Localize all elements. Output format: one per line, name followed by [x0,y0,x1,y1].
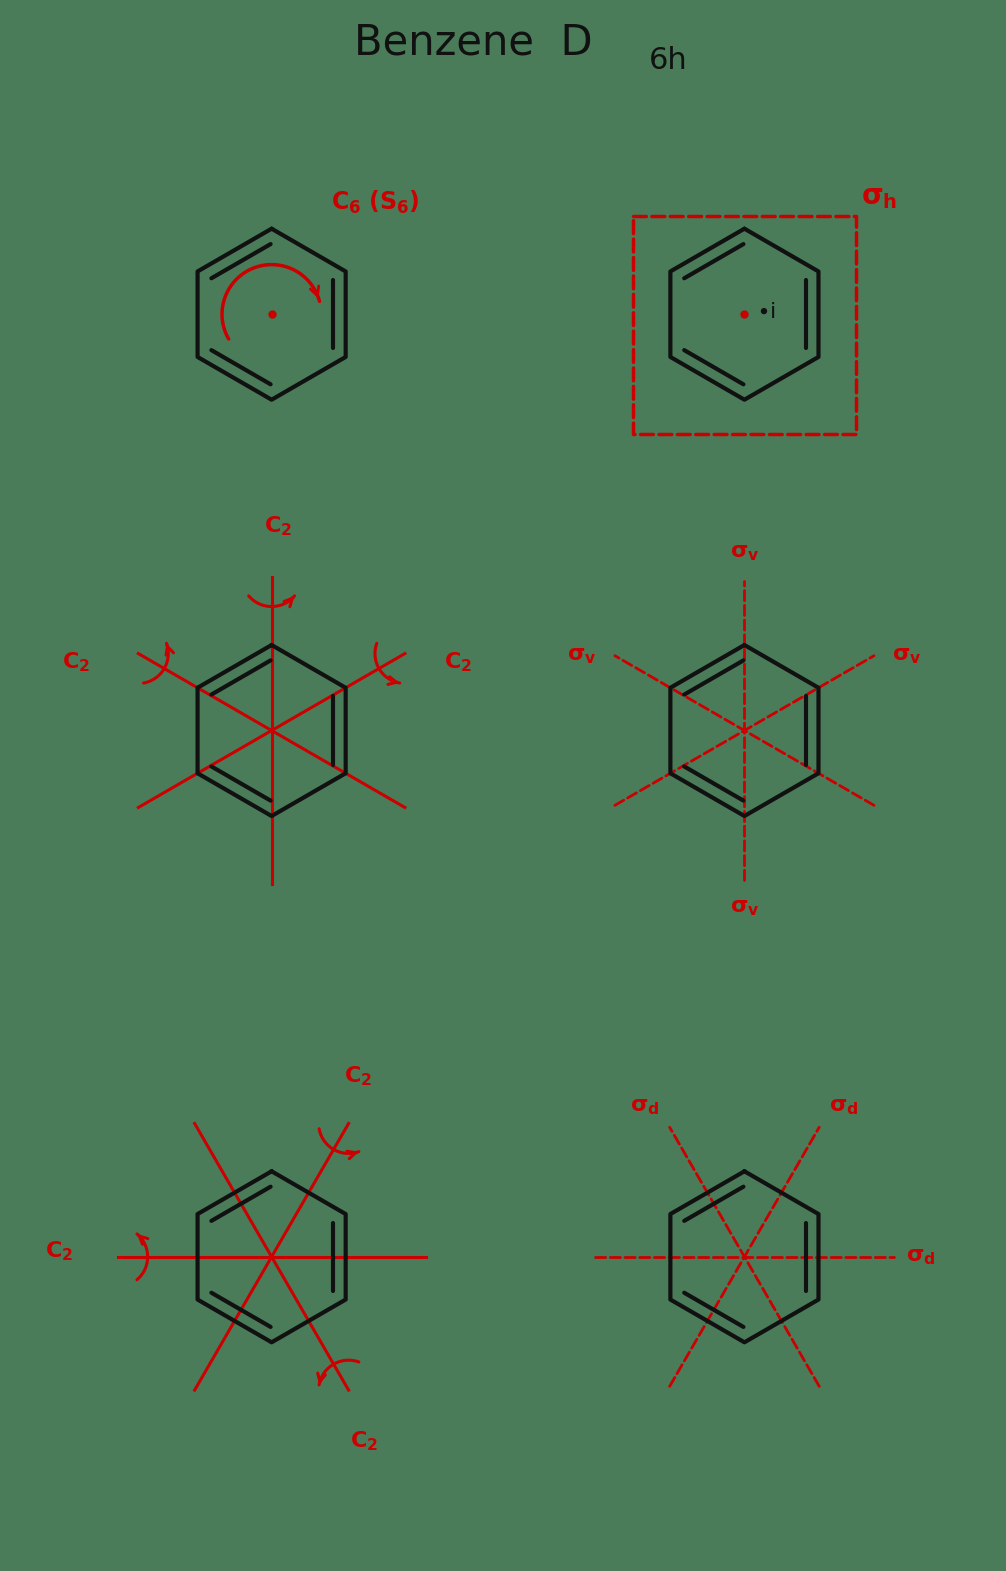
Text: $\mathbf{C_2}$: $\mathbf{C_2}$ [343,1064,371,1087]
Text: $\mathbf{\sigma_h}$: $\mathbf{\sigma_h}$ [860,182,897,211]
Text: $\bullet$i: $\bullet$i [757,302,777,322]
Text: $\mathbf{C_2}$: $\mathbf{C_2}$ [62,650,91,674]
Text: $\mathbf{\sigma_v}$: $\mathbf{\sigma_v}$ [892,646,921,666]
Text: $\mathbf{\sigma_d}$: $\mathbf{\sigma_d}$ [630,1097,660,1117]
Text: $\mathbf{C_2}$: $\mathbf{C_2}$ [264,514,292,537]
Text: $\mathbf{\sigma_v}$: $\mathbf{\sigma_v}$ [729,544,760,562]
Text: $\mathbf{C_2}$: $\mathbf{C_2}$ [444,650,472,674]
Text: 6h: 6h [649,46,687,75]
Text: $\mathbf{\sigma_d}$: $\mathbf{\sigma_d}$ [906,1247,936,1266]
Text: $\mathbf{\sigma_v}$: $\mathbf{\sigma_v}$ [567,646,597,666]
Text: $\mathbf{C_2}$: $\mathbf{C_2}$ [45,1240,72,1263]
Text: $\mathbf{\sigma_d}$: $\mathbf{\sigma_d}$ [829,1097,859,1117]
Text: $\mathbf{C_6\ (S_6)}$: $\mathbf{C_6\ (S_6)}$ [331,189,420,215]
Text: Benzene  D: Benzene D [354,22,593,63]
Text: $\mathbf{\sigma_v}$: $\mathbf{\sigma_v}$ [729,899,760,917]
Text: $\mathbf{C_2}$: $\mathbf{C_2}$ [349,1430,377,1453]
